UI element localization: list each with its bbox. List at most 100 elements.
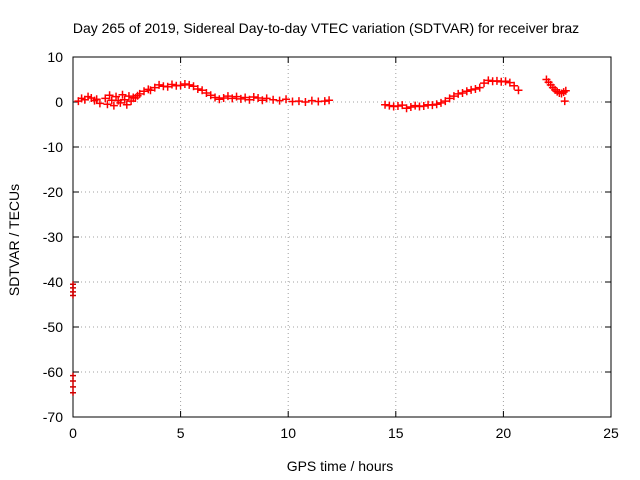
data-point (163, 82, 172, 91)
data-point (560, 97, 569, 106)
y-tick-label: -30 (43, 229, 63, 245)
data-point (501, 77, 510, 86)
data-point (254, 93, 263, 102)
data-point (228, 94, 237, 103)
data-point (462, 87, 471, 96)
y-tick-label: 10 (47, 49, 63, 65)
data-point (505, 78, 514, 87)
data-point (198, 86, 207, 95)
y-tick-label: -10 (43, 139, 63, 155)
data-point (402, 104, 411, 113)
x-tick-label: 20 (496, 425, 512, 441)
data-point (122, 100, 131, 109)
data-point (428, 101, 437, 110)
data-point (275, 96, 284, 105)
data-point (475, 83, 484, 92)
data-point (320, 97, 329, 106)
data-point (118, 90, 127, 99)
data-point (120, 95, 129, 104)
data-point (432, 100, 441, 109)
y-tick-label: 0 (55, 94, 63, 110)
data-point (411, 101, 420, 110)
data-point (140, 87, 149, 96)
data-point (258, 96, 267, 105)
data-point (146, 86, 155, 95)
data-point (262, 94, 271, 103)
data-point (124, 92, 133, 101)
data-point (150, 83, 159, 92)
data-point (325, 96, 334, 105)
data-point (393, 102, 402, 111)
data-point (441, 97, 450, 106)
data-point (445, 94, 454, 103)
x-tick-label: 10 (280, 425, 296, 441)
outlier-point (70, 378, 76, 384)
outlier-point (70, 292, 76, 299)
y-axis-label: SDTVAR / TECUs (6, 184, 22, 296)
data-point (436, 98, 445, 107)
data-point (211, 93, 220, 102)
data-point (467, 85, 476, 94)
y-tick-label: -40 (43, 274, 63, 290)
outlier-point (70, 389, 76, 396)
data-point (185, 80, 194, 89)
data-point (249, 93, 258, 102)
x-tick-label: 5 (177, 425, 185, 441)
data-point (92, 95, 101, 104)
data-point (206, 91, 215, 100)
data-point (294, 97, 303, 106)
data-point (282, 95, 291, 104)
data-point (180, 80, 189, 88)
data-point (484, 76, 493, 85)
data-point (202, 89, 211, 97)
data-point (561, 86, 570, 95)
data-point (406, 102, 415, 111)
data-point (116, 98, 125, 107)
data-point (167, 80, 176, 89)
chart-title: Day 265 of 2019, Sidereal Day-to-day VTE… (73, 20, 579, 36)
outlier-point (70, 383, 76, 390)
data-point (103, 100, 112, 109)
data-point (236, 94, 245, 103)
data-point (112, 92, 121, 101)
data-point (189, 82, 198, 91)
data-point (245, 95, 254, 104)
outlier-point (70, 372, 76, 379)
grid-lines (73, 57, 611, 417)
data-point (307, 96, 316, 105)
data-point (223, 92, 232, 101)
data-point (176, 81, 185, 90)
data-point (454, 89, 463, 98)
data-point (219, 93, 228, 102)
y-tick-label: -20 (43, 184, 63, 200)
x-axis-label: GPS time / hours (287, 458, 394, 474)
data-point (101, 94, 110, 103)
x-tick-label: 15 (388, 425, 404, 441)
data-point (109, 101, 118, 110)
data-point (241, 93, 250, 102)
data-point (95, 99, 104, 108)
data-point (155, 80, 164, 89)
data-point (492, 76, 501, 85)
data-point (232, 92, 241, 101)
data-point (301, 98, 310, 106)
data-point (269, 95, 278, 104)
data-point (419, 102, 428, 111)
y-tick-label: -70 (43, 409, 63, 425)
data-point (514, 86, 523, 95)
data-point (193, 84, 202, 93)
data-point (385, 101, 394, 110)
data-point (471, 84, 480, 93)
data-points (70, 75, 570, 396)
data-point (398, 101, 407, 110)
data-point (480, 79, 489, 88)
data-point (381, 100, 390, 109)
axis-ticks: 0 5 10 15 20 25 10 0 -10 -20 -30 -40 -50 -60 -70 (43, 49, 619, 441)
data-point (135, 89, 144, 98)
data-point (215, 95, 224, 104)
data-point (510, 81, 519, 90)
y-tick-label: -60 (43, 364, 63, 380)
x-tick-label: 0 (69, 425, 77, 441)
y-tick-label: -50 (43, 319, 63, 335)
